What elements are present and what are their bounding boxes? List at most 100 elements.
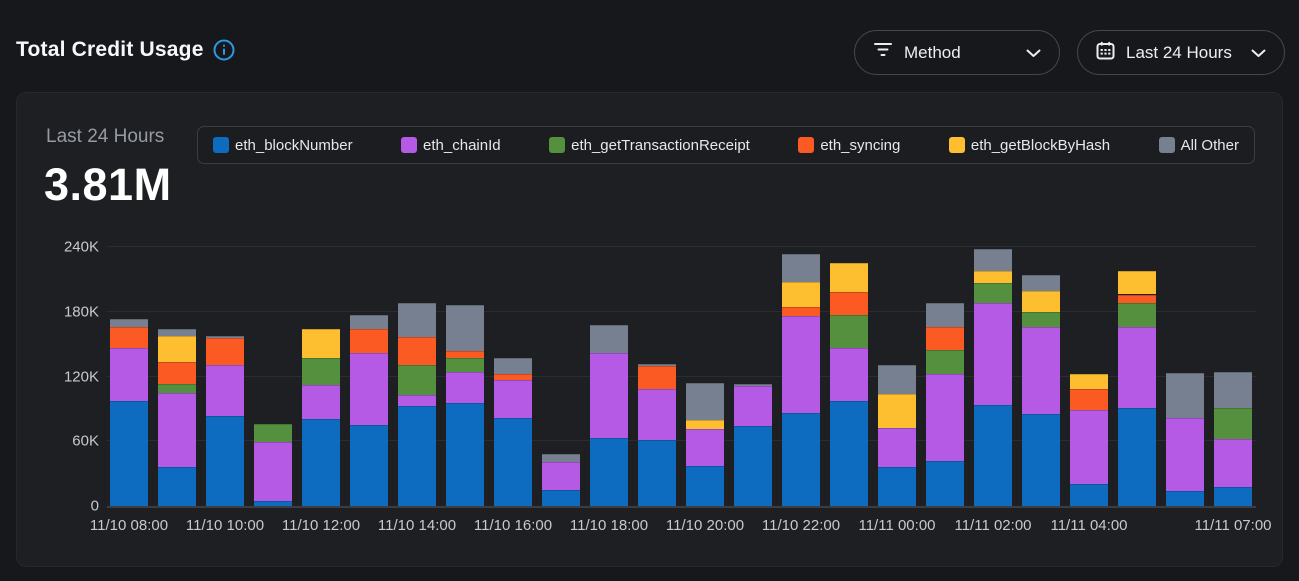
legend-item-eth-chainId[interactable]: eth_chainId <box>401 137 501 154</box>
bar-segment-All Other <box>398 303 436 337</box>
bar-group-6[interactable] <box>398 303 436 506</box>
bar-group-2[interactable] <box>206 335 244 506</box>
x-tick-label: 11/10 16:00 <box>473 517 553 534</box>
x-tick-label: 11/10 12:00 <box>281 517 361 534</box>
bar-group-16[interactable] <box>878 364 916 506</box>
bar-group-3[interactable] <box>254 424 292 506</box>
legend-item-eth-blockNumber[interactable]: eth_blockNumber <box>213 137 353 154</box>
bar-group-5[interactable] <box>350 315 388 506</box>
time-range-label: Last 24 Hours <box>1126 42 1232 62</box>
bar-segment-eth-getBlockByHash <box>686 419 724 430</box>
x-tick-label: 11/10 20:00 <box>665 517 745 534</box>
bar-segment-eth-syncing <box>446 350 484 359</box>
bar-segment-eth-chainId <box>206 364 244 417</box>
legend-item-eth-syncing[interactable]: eth_syncing <box>798 137 900 154</box>
bar-segment-All Other <box>590 324 628 353</box>
bar-group-13[interactable] <box>734 384 772 506</box>
bar-segment-eth-syncing <box>830 292 868 315</box>
bar-group-12[interactable] <box>686 382 724 506</box>
gridline <box>107 246 1256 247</box>
bar-segment-eth-getTransactionReceipt <box>1022 311 1060 327</box>
bar-segment-All Other <box>110 319 148 327</box>
bar-segment-eth-chainId <box>878 428 916 468</box>
bar-segment-eth-chainId <box>110 348 148 402</box>
stacked-bar-chart <box>107 246 1256 508</box>
gridline <box>107 375 1256 377</box>
bar-segment-eth-chainId <box>350 352 388 426</box>
bar-segment-All Other <box>542 454 580 462</box>
total-credits-value: 3.81M <box>44 159 172 210</box>
bar-segment-All Other <box>974 249 1012 271</box>
y-tick-label: 180K <box>63 303 99 321</box>
bar-segment-eth-getTransactionReceipt <box>926 349 964 375</box>
info-icon[interactable] <box>213 39 235 61</box>
bar-group-17[interactable] <box>926 303 964 506</box>
bar-segment-All Other <box>494 358 532 375</box>
bar-segment-eth-blockNumber <box>158 467 196 506</box>
bar-segment-eth-blockNumber <box>782 413 820 506</box>
bar-segment-eth-syncing <box>782 307 820 317</box>
bar-group-15[interactable] <box>830 263 868 506</box>
calendar-icon <box>1096 41 1115 65</box>
legend-swatch <box>213 137 229 153</box>
bar-group-19[interactable] <box>1022 275 1060 506</box>
bar-segment-eth-chainId <box>446 372 484 404</box>
bar-segment-eth-getTransactionReceipt <box>158 384 196 393</box>
legend-label: eth_blockNumber <box>235 136 353 154</box>
time-range-dropdown[interactable]: Last 24 Hours <box>1077 30 1285 75</box>
bar-segment-All Other <box>350 315 388 330</box>
bar-segment-eth-getBlockByHash <box>782 281 820 308</box>
bar-segment-eth-getBlockByHash <box>878 393 916 429</box>
bar-segment-eth-chainId <box>302 385 340 419</box>
bar-segment-eth-syncing <box>638 365 676 390</box>
legend-item-All Other[interactable]: All Other <box>1158 137 1239 154</box>
bar-segment-eth-blockNumber <box>446 403 484 506</box>
bar-group-11[interactable] <box>638 363 676 506</box>
bar-segment-eth-blockNumber <box>542 489 580 506</box>
bar-segment-All Other <box>686 382 724 420</box>
bar-group-22[interactable] <box>1166 373 1204 506</box>
bar-segment-eth-blockNumber <box>926 460 964 506</box>
bar-group-8[interactable] <box>494 358 532 506</box>
legend-swatch <box>948 137 965 153</box>
legend-item-eth-getBlockByHash[interactable]: eth_getBlockByHash <box>948 137 1110 154</box>
bar-segment-eth-blockNumber <box>350 425 388 506</box>
bar-group-0[interactable] <box>110 319 148 506</box>
page-header: Total Credit Usage <box>16 38 235 62</box>
filter-icon <box>873 42 893 63</box>
bar-group-9[interactable] <box>542 454 580 506</box>
bar-group-14[interactable] <box>782 253 820 506</box>
bar-group-21[interactable] <box>1118 270 1156 506</box>
bar-segment-eth-chainId <box>1214 439 1252 487</box>
method-filter-dropdown[interactable]: Method <box>854 30 1060 75</box>
bar-segment-eth-blockNumber <box>1214 486 1252 506</box>
x-axis-line <box>107 506 1256 508</box>
bar-group-1[interactable] <box>158 329 196 506</box>
bar-group-10[interactable] <box>590 324 628 506</box>
bar-segment-eth-syncing <box>398 336 436 365</box>
bar-segment-eth-syncing <box>158 362 196 385</box>
bar-segment-eth-chainId <box>254 442 292 501</box>
legend-item-eth-getTransactionReceipt[interactable]: eth_getTransactionReceipt <box>549 137 750 154</box>
bar-segment-eth-getTransactionReceipt <box>1214 407 1252 440</box>
bar-segment-All Other <box>1166 373 1204 418</box>
bar-group-18[interactable] <box>974 249 1012 506</box>
bar-segment-eth-getBlockByHash <box>974 270 1012 283</box>
legend-swatch <box>798 137 815 153</box>
bar-group-7[interactable] <box>446 305 484 506</box>
bar-segment-eth-syncing <box>1070 389 1108 410</box>
chart-legend: eth_blockNumber eth_chainId eth_getTransac… <box>197 126 1255 164</box>
bar-segment-eth-chainId <box>1166 417 1204 491</box>
bar-group-23[interactable] <box>1214 372 1252 506</box>
bar-segment-All Other <box>1214 372 1252 408</box>
x-tick-label: 11/10 08:00 <box>89 517 169 534</box>
bar-segment-eth-blockNumber <box>590 438 628 506</box>
legend-swatch <box>401 137 418 153</box>
bar-segment-All Other <box>926 303 964 327</box>
bar-segment-eth-blockNumber <box>1166 490 1204 506</box>
bar-group-4[interactable] <box>302 329 340 506</box>
x-tick-label: 11/11 00:00 <box>858 517 936 534</box>
bar-group-20[interactable] <box>1070 374 1108 506</box>
bar-segment-All Other <box>1022 275 1060 292</box>
bar-segment-eth-getBlockByHash <box>302 329 340 359</box>
